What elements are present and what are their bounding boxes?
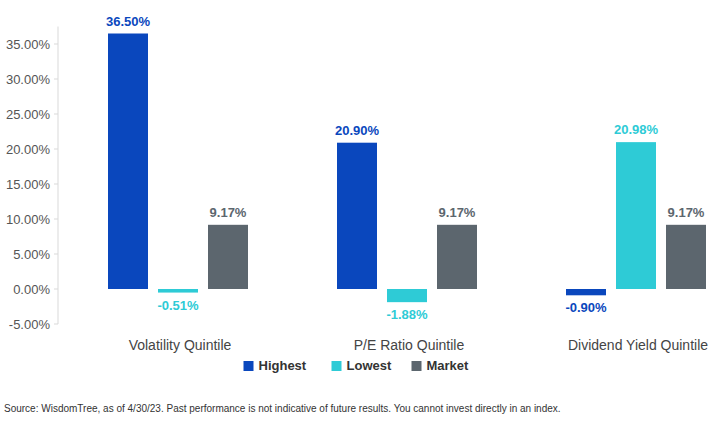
data-label: 9.17% xyxy=(210,205,247,220)
y-tick xyxy=(54,149,58,150)
labels: 36.50% -0.51% 9.17% 20.90% -1.88% 9.17% -0.90%… xyxy=(106,14,705,323)
y-tick-label: 10.00% xyxy=(6,212,51,227)
data-label: 20.90% xyxy=(335,123,380,138)
bar xyxy=(566,289,606,295)
y-axis-line xyxy=(58,27,59,325)
data-label: -0.90% xyxy=(565,300,607,315)
bar xyxy=(437,225,477,289)
data-label: 9.17% xyxy=(439,205,476,220)
bar xyxy=(158,289,198,293)
y-tick-label: 15.00% xyxy=(6,177,51,192)
category-label: Volatility Quintile xyxy=(129,337,232,353)
category-label: P/E Ratio Quintile xyxy=(354,337,465,353)
y-tick-label: 25.00% xyxy=(6,107,51,122)
category-label: Dividend Yield Quintile xyxy=(568,337,708,353)
legend-swatch xyxy=(244,361,254,371)
source-note: Source: WisdomTree, as of 4/30/23. Past … xyxy=(4,403,561,414)
y-tick xyxy=(54,114,58,115)
data-label: 36.50% xyxy=(106,14,151,29)
data-label: -1.88% xyxy=(386,307,428,322)
data-label: -0.51% xyxy=(157,298,199,313)
legend-swatch xyxy=(412,361,422,371)
legend-swatch xyxy=(332,361,342,371)
bars xyxy=(108,34,706,303)
legend: Highest Lowest Market xyxy=(244,358,470,373)
legend-label: Market xyxy=(427,358,470,373)
data-label: 20.98% xyxy=(614,122,659,137)
y-tick xyxy=(54,324,58,325)
chart: -5.00% 0.00% 5.00% 10.00% 15.00% 20.00% 25.00%… xyxy=(0,0,715,424)
bar xyxy=(108,34,148,290)
y-tick xyxy=(54,289,58,290)
y-tick xyxy=(54,44,58,45)
bar xyxy=(208,225,248,289)
legend-label: Lowest xyxy=(347,358,392,373)
y-tick xyxy=(54,254,58,255)
legend-label: Highest xyxy=(259,358,307,373)
bar xyxy=(337,143,377,289)
data-label: 9.17% xyxy=(668,205,705,220)
y-tick xyxy=(54,184,58,185)
y-tick-label: -5.00% xyxy=(9,317,51,332)
y-tick-label: 30.00% xyxy=(6,72,51,87)
bar xyxy=(616,142,656,289)
y-tick-label: 5.00% xyxy=(13,247,50,262)
y-tick xyxy=(54,219,58,220)
y-tick-label: 20.00% xyxy=(6,142,51,157)
bar xyxy=(387,289,427,302)
bar xyxy=(666,225,706,289)
y-tick xyxy=(54,79,58,80)
y-tick-label: 0.00% xyxy=(13,282,50,297)
y-tick-label: 35.00% xyxy=(6,37,51,52)
